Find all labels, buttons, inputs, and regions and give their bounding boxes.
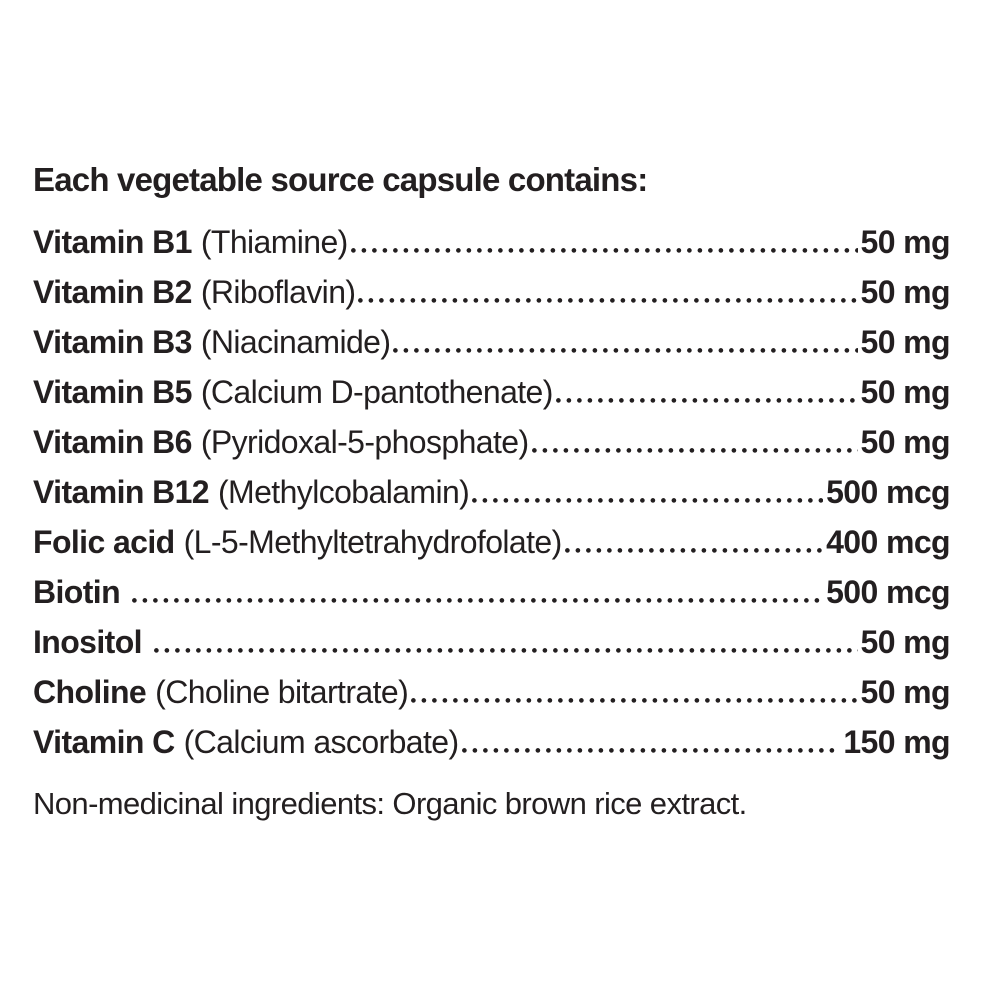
dot-leader (393, 348, 858, 353)
ingredient-row: Vitamin B1 (Thiamine) 50 mg (33, 217, 951, 267)
dot-leader (531, 448, 858, 453)
ingredient-source: (Niacinamide) (200, 324, 391, 360)
ingredient-name: Vitamin B5 (33, 374, 192, 410)
ingredient-amount: 50 mg (860, 224, 951, 260)
ingredient-row: Vitamin B6 (Pyridoxal-5-phosphate) 50 mg (33, 417, 951, 467)
dot-leader (411, 698, 858, 703)
ingredient-amount: 50 mg (860, 624, 951, 660)
ingredient-amount: 500 mcg (826, 574, 950, 610)
ingredient-name: Vitamin C (33, 724, 175, 760)
ingredient-source: (Thiamine) (200, 224, 349, 260)
non-medicinal-note: Non-medicinal ingredients: Organic brown… (33, 786, 747, 821)
dot-leader (461, 748, 841, 753)
ingredient-name: Vitamin B3 (33, 324, 192, 360)
ingredient-amount: 500 mcg (826, 474, 950, 510)
ingredient-amount: 50 mg (860, 324, 951, 360)
ingredient-row: Biotin 500 mcg (33, 567, 951, 617)
ingredient-row: Choline (Choline bitartrate) 50 mg (33, 667, 951, 717)
dot-leader (472, 498, 824, 503)
ingredient-amount: 50 mg (860, 674, 951, 710)
ingredient-amount: 400 mcg (826, 524, 950, 560)
ingredient-name: Vitamin B2 (33, 274, 192, 310)
ingredient-row: Vitamin B12 (Methylcobalamin) 500 mcg (33, 467, 951, 517)
ingredient-name: Choline (33, 674, 147, 710)
ingredient-row: Inositol 50 mg (33, 617, 951, 667)
ingredient-source: (Pyridoxal-5-phosphate) (200, 424, 529, 460)
ingredient-name: Vitamin B1 (33, 224, 192, 260)
ingredient-amount: 50 mg (860, 424, 951, 460)
ingredient-source: (Riboflavin) (200, 274, 356, 310)
ingredient-source: (L-5-Methyltetrahydrofolate) (183, 524, 563, 560)
dot-leader (358, 298, 858, 303)
ingredient-amount: 150 mg (843, 724, 950, 760)
ingredient-amount: 50 mg (860, 374, 951, 410)
ingredient-amount: 50 mg (860, 274, 951, 310)
ingredient-row: Vitamin B2 (Riboflavin) 50 mg (33, 267, 951, 317)
dot-leader (132, 598, 824, 603)
ingredient-name: Vitamin B12 (33, 474, 210, 510)
supplement-facts-panel: Each vegetable source capsule contains: … (33, 160, 951, 829)
dot-leader (564, 548, 824, 553)
ingredient-name: Vitamin B6 (33, 424, 192, 460)
ingredient-name: Biotin (33, 574, 121, 610)
ingredient-name: Folic acid (33, 524, 175, 560)
label-title: Each vegetable source capsule contains: (33, 161, 648, 198)
ingredient-row: Vitamin B5 (Calcium D-pantothenate) 50 m… (33, 367, 951, 417)
dot-leader (153, 648, 858, 653)
ingredient-source: (Methylcobalamin) (218, 474, 470, 510)
ingredient-source: (Calcium ascorbate) (183, 724, 460, 760)
ingredient-source: (Calcium D-pantothenate) (200, 374, 554, 410)
ingredient-name: Inositol (33, 624, 143, 660)
dot-leader (350, 248, 858, 253)
ingredient-row: Folic acid (L-5-Methyltetrahydrofolate) … (33, 517, 951, 567)
ingredient-source: (Choline bitartrate) (155, 674, 409, 710)
ingredient-row: Vitamin B3 (Niacinamide) 50 mg (33, 317, 951, 367)
dot-leader (555, 398, 858, 403)
ingredient-list: Vitamin B1 (Thiamine) 50 mg Vitamin B2 (… (33, 217, 951, 767)
ingredient-row: Vitamin C (Calcium ascorbate) 150 mg (33, 717, 951, 767)
